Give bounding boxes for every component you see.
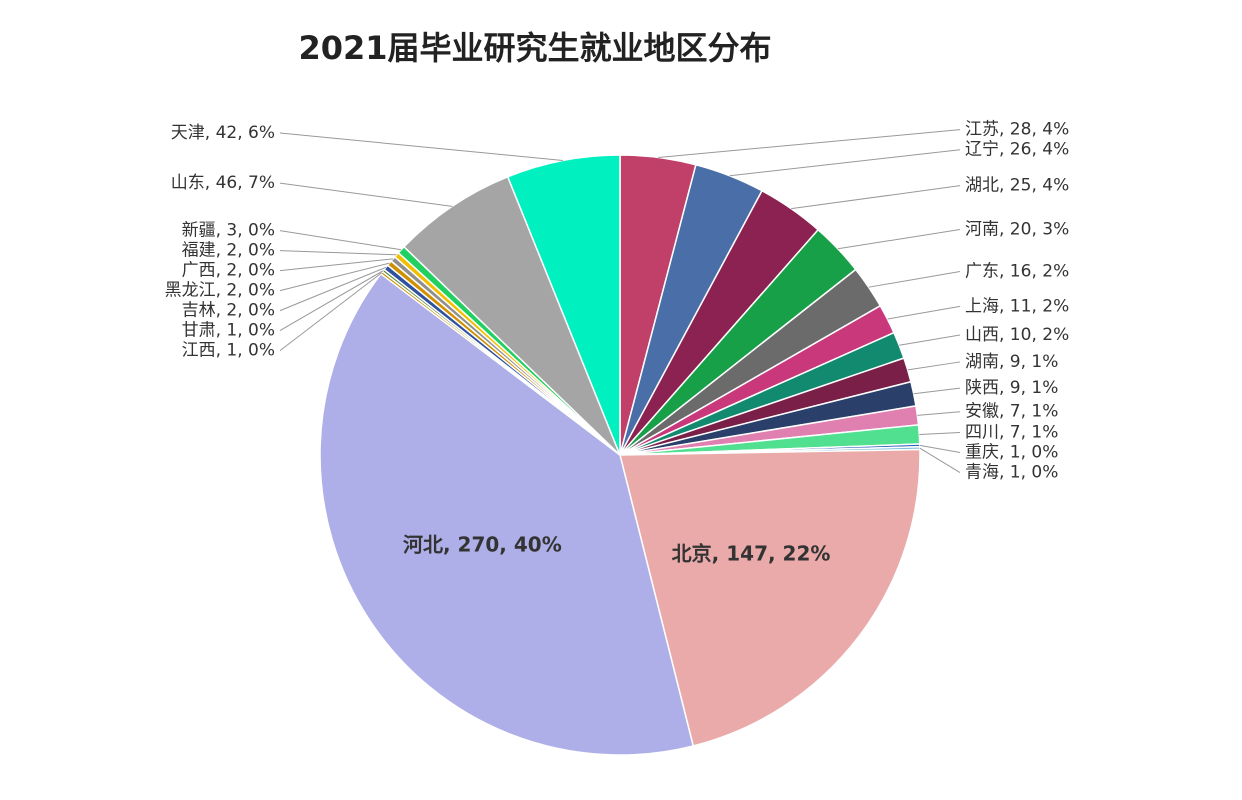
data-label: 山东, 46, 7%	[171, 173, 275, 193]
data-label: 重庆, 1, 0%	[965, 443, 1058, 463]
data-label: 广西, 2, 0%	[182, 261, 275, 281]
data-label: 北京, 147, 22%	[672, 542, 831, 566]
leader-line	[838, 230, 960, 249]
leader-line	[280, 259, 393, 271]
leader-line	[280, 231, 401, 250]
data-label: 四川, 7, 1%	[965, 423, 1058, 443]
data-label: 广东, 16, 2%	[965, 262, 1069, 282]
data-label: 上海, 11, 2%	[965, 296, 1069, 316]
data-label: 青海, 1, 0%	[965, 463, 1058, 483]
leader-line	[914, 388, 960, 394]
leader-line	[899, 335, 960, 345]
data-label: 江苏, 28, 4%	[965, 120, 1069, 140]
leader-line	[280, 133, 563, 160]
data-label: 吉林, 2, 0%	[182, 301, 275, 321]
leader-line	[791, 186, 960, 209]
data-label: 甘肃, 1, 0%	[182, 321, 275, 341]
data-label: 新疆, 3, 0%	[182, 221, 275, 241]
data-label: 山西, 10, 2%	[965, 325, 1069, 345]
leader-line	[919, 433, 960, 435]
leader-line	[887, 306, 960, 319]
chart-title: 2021届毕业研究生就业地区分布	[298, 29, 771, 67]
chart: 2021届毕业研究生就业地区分布 北京, 147, 22% 河北, 270, 40…	[0, 0, 1242, 800]
data-label: 天津, 42, 6%	[171, 123, 275, 143]
data-label: 河北, 270, 40%	[403, 533, 562, 557]
data-label: 湖北, 25, 4%	[965, 176, 1069, 196]
data-label: 辽宁, 26, 4%	[965, 140, 1069, 160]
data-label: 安徽, 7, 1%	[965, 402, 1058, 422]
leader-line	[658, 130, 960, 158]
data-label: 河南, 20, 3%	[965, 220, 1069, 240]
leader-line	[869, 272, 960, 288]
leader-line	[280, 183, 452, 206]
data-label: 江西, 1, 0%	[182, 341, 275, 361]
leader-line	[730, 150, 960, 176]
data-label: 湖南, 9, 1%	[965, 352, 1058, 372]
data-label: 陕西, 9, 1%	[965, 378, 1058, 398]
leader-line	[908, 362, 960, 370]
leader-line	[280, 251, 397, 255]
pie	[320, 155, 920, 755]
data-label: 福建, 2, 0%	[182, 241, 275, 261]
leader-line	[917, 412, 960, 416]
data-label: 黑龙江, 2, 0%	[165, 281, 275, 301]
